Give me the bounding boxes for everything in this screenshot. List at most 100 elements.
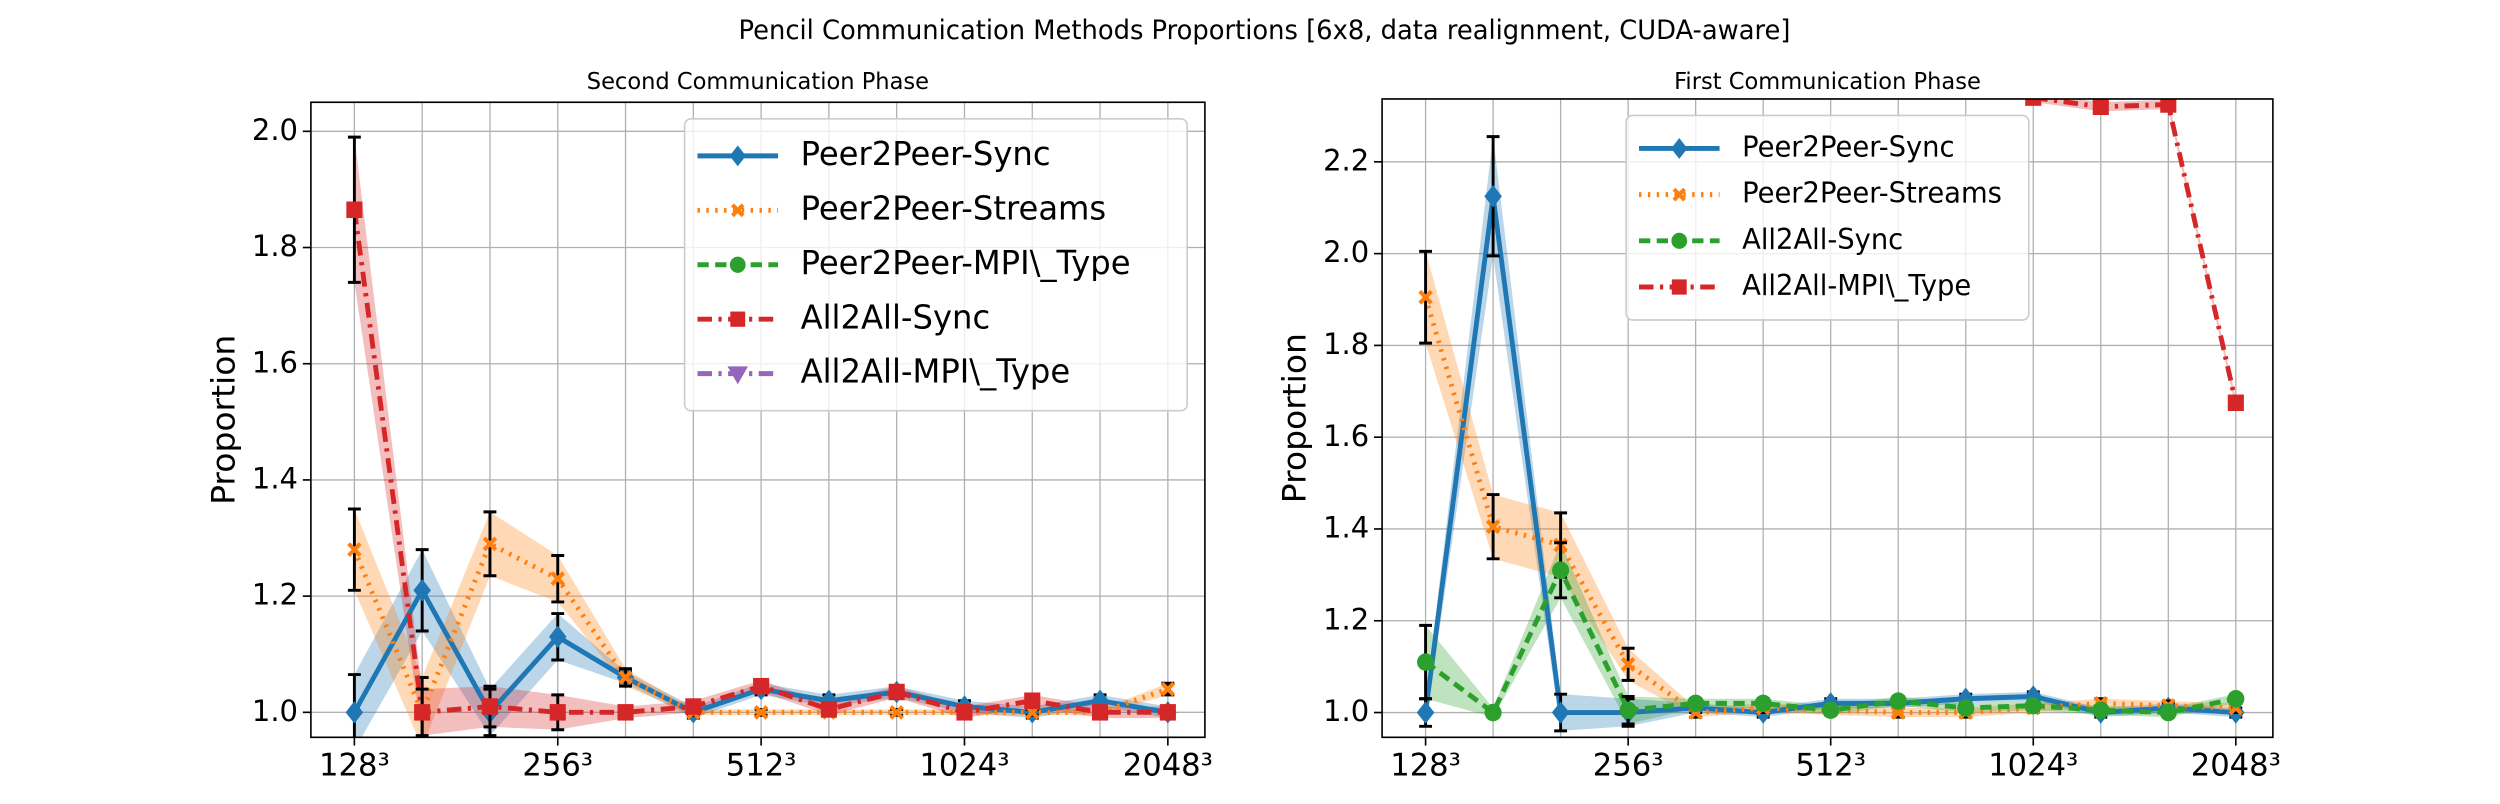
- marker: [1417, 653, 1435, 671]
- marker: [2160, 98, 2177, 113]
- axes-title: First Communication Phase: [1674, 69, 1981, 95]
- x-tick-label: 128³: [1390, 747, 1461, 783]
- y-tick-label: 1.2: [1323, 602, 1369, 636]
- marker: [1159, 704, 1176, 721]
- marker: [1671, 138, 1688, 159]
- series-line: [2032, 98, 2239, 404]
- marker: [2024, 696, 2042, 715]
- legend-label: Peer2Peer-Sync: [1742, 130, 1954, 163]
- marker: [1551, 701, 1570, 724]
- legend-label: All2All-MPI\_Type: [1742, 269, 1971, 302]
- marker: [729, 145, 746, 167]
- legend-box: [683, 117, 1188, 412]
- marker: [2227, 394, 2244, 412]
- marker: [1418, 289, 1433, 305]
- axes: First Communication Phase Proportion 1.0 1.…: [1276, 69, 2281, 784]
- marker: [727, 366, 749, 385]
- x-tick-label: 2048³: [2191, 747, 2281, 783]
- marker: [482, 536, 498, 552]
- marker: [889, 704, 904, 720]
- x-tick-label: 1024³: [919, 747, 1009, 783]
- y-tick-label: 1.6: [1323, 418, 1369, 452]
- marker: [550, 571, 565, 587]
- marker: [1822, 701, 1840, 719]
- y-tick-label: 1.8: [1323, 327, 1369, 361]
- marker: [729, 256, 746, 273]
- x-tick-label: 1024³: [1988, 747, 2078, 783]
- y-tick-label: 1.4: [252, 461, 298, 495]
- legend-label: All2All-Sync: [1742, 223, 1903, 256]
- marker: [1619, 701, 1637, 719]
- marker: [413, 579, 431, 602]
- marker: [548, 625, 567, 649]
- marker: [549, 704, 566, 721]
- marker: [956, 704, 973, 721]
- error-band: [1425, 542, 2236, 725]
- marker: [481, 698, 499, 715]
- marker: [1552, 561, 1570, 580]
- y-tick-label: 1.0: [252, 694, 298, 728]
- marker: [1484, 185, 1502, 208]
- axes-frame: [1381, 98, 2274, 739]
- marker: [753, 677, 770, 695]
- x-tick-label: 2048³: [1123, 747, 1213, 783]
- marker: [1957, 699, 1975, 717]
- marker: [1485, 519, 1501, 535]
- marker: [414, 704, 431, 721]
- x-tick-label: 256³: [1593, 747, 1664, 783]
- y-axis-label: Proportion: [1276, 333, 1314, 503]
- legend-box: [1625, 114, 2030, 321]
- marker: [2159, 703, 2177, 722]
- marker: [1620, 656, 1636, 672]
- marker: [345, 701, 364, 724]
- marker: [1416, 701, 1435, 724]
- x-tick-label: 256³: [522, 747, 593, 783]
- legend-label: Peer2Peer-MPI\_Type: [801, 243, 1131, 281]
- marker: [1672, 187, 1687, 202]
- error-band: [2033, 98, 2236, 408]
- marker: [753, 704, 769, 720]
- marker: [1160, 681, 1176, 697]
- legend-label: All2All-Sync: [801, 298, 991, 336]
- marker: [1889, 692, 1907, 710]
- axes-frame: [310, 101, 1206, 739]
- marker: [820, 701, 837, 718]
- y-tick-label: 1.6: [252, 345, 298, 379]
- legend-label: All2All-MPI\_Type: [801, 352, 1071, 390]
- marker: [347, 542, 362, 558]
- marker: [2092, 701, 2110, 719]
- marker: [1754, 694, 1772, 713]
- y-tick-label: 1.0: [1323, 694, 1369, 728]
- y-tick-label: 1.4: [1323, 510, 1369, 544]
- marker: [1092, 704, 1109, 721]
- legend-label: Peer2Peer-Streams: [1742, 176, 2002, 209]
- y-tick-label: 2.0: [1323, 235, 1369, 269]
- legend-label: Peer2Peer-Sync: [801, 135, 1051, 173]
- marker: [618, 670, 633, 685]
- marker: [346, 201, 363, 219]
- figure-title: Pencil Communication Methods Proportions…: [739, 16, 1791, 46]
- marker: [888, 683, 905, 701]
- y-tick-label: 2.2: [1323, 143, 1369, 177]
- x-tick-label: 128³: [319, 747, 390, 783]
- y-tick-label: 2.0: [252, 113, 298, 147]
- marker: [1671, 279, 1687, 295]
- marker: [1687, 694, 1705, 713]
- x-tick-label: 512³: [726, 747, 797, 783]
- x-tick-label: 512³: [1795, 747, 1866, 783]
- marker: [617, 704, 634, 721]
- marker: [2227, 690, 2245, 708]
- plot-area: [345, 135, 1177, 738]
- marker: [1484, 703, 1502, 722]
- axes: Second Communication Phase Proportion 1.0 1…: [205, 69, 1213, 784]
- axes-title: Second Communication Phase: [587, 69, 929, 95]
- marker: [2092, 98, 2109, 116]
- marker: [731, 203, 745, 218]
- y-axis-label: Proportion: [205, 335, 243, 505]
- marker: [730, 311, 746, 327]
- y-tick-label: 1.8: [252, 229, 298, 263]
- plot-area: [1416, 98, 2245, 733]
- legend-label: Peer2Peer-Streams: [801, 189, 1107, 227]
- y-tick-label: 1.2: [252, 577, 298, 611]
